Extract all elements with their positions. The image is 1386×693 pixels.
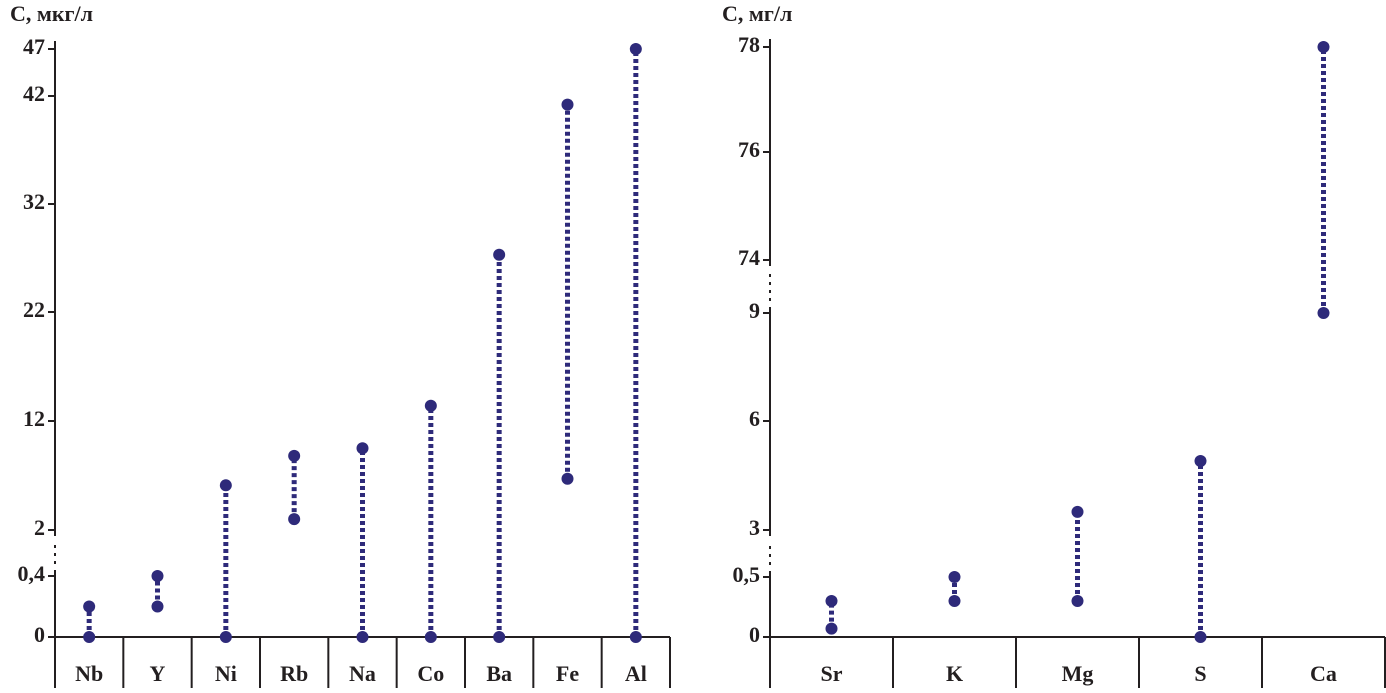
min-marker: [825, 622, 838, 635]
min-marker: [1317, 307, 1330, 319]
y-tick-label: 0: [749, 622, 760, 647]
max-marker: [83, 600, 96, 613]
x-tick-label: Mg: [1062, 661, 1094, 686]
min-marker: [83, 631, 96, 643]
x-tick-label: Na: [349, 661, 376, 686]
min-marker: [493, 631, 506, 643]
x-tick-label: K: [946, 661, 963, 686]
x-tick-label: Rb: [280, 661, 308, 686]
y-tick-label: 22: [23, 297, 45, 322]
x-tick-label: S: [1194, 661, 1206, 686]
max-marker: [288, 449, 301, 462]
min-marker: [1194, 631, 1207, 643]
min-marker: [561, 472, 574, 485]
min-marker: [288, 513, 301, 526]
y-tick-label: 0,4: [18, 561, 46, 586]
y-tick-label: 76: [738, 137, 760, 162]
min-marker: [424, 631, 437, 643]
min-marker: [219, 631, 232, 643]
x-tick-label: Ba: [486, 661, 512, 686]
y-tick-label: 12: [23, 406, 45, 431]
min-marker: [1071, 595, 1084, 607]
y-tick-label: 2: [34, 515, 45, 540]
max-marker: [1317, 41, 1330, 53]
x-tick-label: Ca: [1310, 661, 1337, 686]
y-tick-label: 74: [738, 245, 760, 270]
x-tick-label: Al: [625, 661, 647, 686]
max-marker: [1194, 454, 1207, 467]
y-tick-label: 78: [738, 32, 760, 57]
min-marker: [151, 600, 164, 613]
y-tick-label: 0,5: [733, 562, 761, 587]
max-marker: [1071, 505, 1084, 518]
x-tick-label: Nb: [75, 661, 103, 686]
x-tick-label: Ni: [215, 661, 237, 686]
max-marker: [219, 479, 232, 492]
y-tick-label: 42: [23, 81, 45, 106]
y-tick-label: 32: [23, 189, 45, 214]
min-marker: [356, 631, 369, 643]
max-marker: [948, 571, 961, 583]
max-marker: [356, 442, 369, 455]
y-tick-label: 47: [23, 34, 45, 59]
min-marker: [629, 631, 642, 643]
max-marker: [629, 43, 642, 55]
y-axis-title: С, мкг/л: [10, 1, 93, 26]
y-tick-label: 0: [34, 622, 45, 647]
max-marker: [561, 98, 574, 111]
y-axis-title: С, мг/л: [722, 1, 792, 26]
min-marker: [948, 595, 961, 607]
x-tick-label: Fe: [556, 661, 579, 686]
x-tick-label: Sr: [821, 661, 843, 686]
max-marker: [493, 248, 506, 261]
y-tick-label: 6: [749, 406, 760, 431]
y-tick-label: 3: [749, 515, 760, 540]
max-marker: [825, 595, 838, 607]
max-marker: [151, 570, 164, 582]
x-tick-label: Co: [417, 661, 444, 686]
x-tick-label: Y: [150, 661, 166, 686]
max-marker: [424, 399, 437, 412]
y-tick-label: 9: [749, 298, 760, 323]
